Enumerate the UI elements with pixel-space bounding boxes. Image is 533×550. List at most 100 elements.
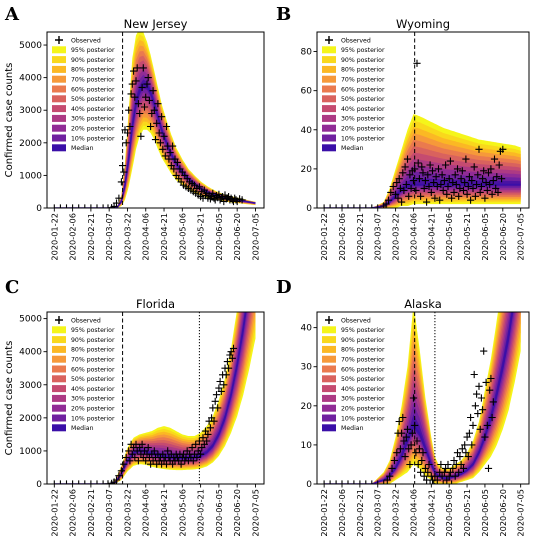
legend-label: 50% posterior [71, 376, 115, 383]
observed-points [50, 64, 246, 208]
legend-swatch-median [322, 144, 336, 152]
observed-point [390, 456, 398, 465]
observed-point [228, 354, 236, 362]
observed-point [407, 441, 415, 449]
x-tick-label: 2020-06-05 [480, 213, 490, 261]
observed-point [122, 453, 130, 462]
observed-point [87, 204, 95, 208]
y-tick-label: 80 [301, 48, 313, 58]
legend-swatch [52, 414, 66, 422]
observed-point [151, 136, 160, 144]
observed-point [138, 83, 146, 91]
observed-point [398, 198, 406, 206]
observed-point [374, 204, 382, 208]
observed-point [415, 175, 423, 183]
observed-point [418, 163, 426, 171]
observed-point [474, 171, 482, 179]
observed-point [413, 437, 421, 445]
x-tick-label: 2020-02-21 [355, 213, 365, 261]
observed-point [229, 344, 238, 352]
legend-swatch [322, 114, 336, 122]
observed-point [468, 441, 476, 449]
y-axis: 0 1000 2000 3000 4000 5000 [19, 41, 47, 214]
legend-swatch-median [322, 424, 336, 432]
observed-point [414, 460, 422, 469]
observed-point [62, 480, 71, 484]
observed-point [150, 447, 158, 455]
observed-point [457, 175, 465, 183]
observed-point [461, 179, 469, 187]
legend-label: 40% posterior [341, 106, 385, 113]
observed-point [104, 204, 112, 208]
legend-marker-observed [325, 316, 333, 324]
observed-point [138, 440, 146, 448]
observed-point [470, 370, 478, 379]
observed-point [112, 199, 121, 207]
observed-point [388, 464, 396, 472]
axes-frame [316, 311, 530, 485]
observed-point [338, 480, 346, 484]
x-tick-label: 2020-05-06 [444, 489, 454, 537]
legend-label: 20% posterior [71, 126, 115, 133]
axes-frame [46, 31, 265, 209]
y-axis: 0 20 40 60 80 [301, 48, 317, 214]
observed-point [320, 204, 328, 208]
observed-point [173, 158, 181, 166]
observed-point [498, 175, 506, 183]
legend-label: 95% posterior [341, 327, 385, 334]
observed-point [455, 192, 463, 200]
legend-swatch [322, 365, 336, 373]
legend-swatch [322, 105, 336, 113]
legend-swatch [52, 134, 66, 142]
x-tick-label: 2020-05-06 [177, 489, 187, 537]
observed-point [362, 204, 370, 208]
y-tick-label: 2000 [19, 139, 42, 149]
panel-letter: A [4, 4, 20, 25]
observed-point [382, 200, 390, 208]
x-axis: 2020-01-22 2020-02-06 2020-02-21 2020-03-07… [319, 208, 526, 261]
x-tick-label: 2020-02-06 [68, 213, 78, 261]
observed-point [474, 410, 482, 418]
x-tick-label: 2020-02-06 [337, 489, 347, 537]
observed-point [448, 194, 456, 202]
y-axis: 0 1000 2000 3000 4000 5000 [19, 315, 47, 490]
legend-swatch [322, 95, 336, 103]
observed-point [411, 165, 419, 173]
observed-point [399, 413, 407, 422]
x-tick-label: 2020-05-06 [177, 213, 187, 261]
observed-point [430, 480, 438, 484]
legend-label: 70% posterior [341, 357, 385, 364]
legend-label: 10% posterior [71, 135, 115, 142]
x-tick-label: 2020-05-21 [462, 213, 472, 261]
observed-point [368, 204, 376, 208]
observed-point [170, 165, 178, 173]
legend-label: Median [341, 145, 364, 152]
posterior-band-10 [324, 178, 521, 208]
observed-point [212, 391, 221, 399]
observed-point [197, 450, 205, 458]
observed-point [419, 449, 427, 457]
x-tick-label: 2020-01-22 [49, 489, 59, 537]
observed-point [482, 378, 490, 386]
y-tick-label: 1000 [19, 171, 42, 181]
observed-point [69, 480, 77, 484]
observed-point [469, 421, 477, 429]
legend-label: 90% posterior [341, 57, 385, 64]
observed-point [112, 476, 121, 484]
legend-label: 90% posterior [341, 337, 385, 344]
observed-point [450, 456, 458, 465]
panel-title: Alaska [404, 297, 442, 311]
legend-swatch [322, 65, 336, 73]
observed-point [394, 194, 402, 202]
observed-point [439, 480, 447, 484]
observed-point [209, 189, 217, 197]
observed-point [443, 476, 451, 484]
panel-letter: D [276, 277, 292, 298]
observed-point [467, 413, 475, 422]
legend-swatch [322, 375, 336, 383]
observed-point [481, 433, 489, 441]
observed-point [130, 67, 138, 75]
y-tick-label: 1000 [19, 447, 42, 457]
legend-label: 30% posterior [341, 116, 385, 123]
